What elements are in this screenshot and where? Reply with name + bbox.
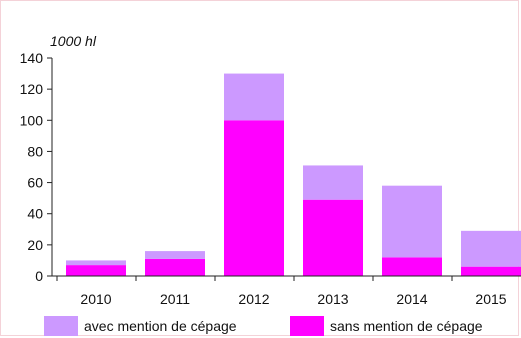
- y-tick-label: 120: [20, 81, 44, 97]
- bars-group: [66, 73, 521, 277]
- x-tick-label: 2012: [238, 291, 269, 307]
- y-tick-label: 140: [20, 50, 44, 66]
- bar-segment-avec-mention: [382, 185, 442, 258]
- bar-segment-avec-mention: [145, 251, 205, 259]
- x-tick-label: 2014: [396, 291, 427, 307]
- y-axis-ticks: 0 20 40 60 80 100 120 140: [20, 50, 52, 284]
- y-tick-label: 100: [20, 112, 44, 128]
- legend-label: avec mention de cépage: [84, 318, 237, 334]
- bar-segment-avec-mention: [66, 260, 126, 266]
- x-tick-label: 2011: [160, 291, 190, 307]
- legend-swatch: [290, 316, 324, 336]
- legend: avec mention de cépage sans mention de cé…: [44, 316, 483, 336]
- bar-segment-sans-mention: [224, 120, 284, 277]
- bar-segment-sans-mention: [303, 199, 363, 276]
- x-axis-labels: 2010 2011 2012 2013 2014 2015: [80, 291, 506, 307]
- bar-segment-avec-mention: [224, 73, 284, 121]
- y-tick-label: 0: [35, 268, 43, 284]
- legend-swatch: [44, 316, 78, 336]
- bar-segment-avec-mention: [303, 165, 363, 200]
- bar-segment-sans-mention: [382, 257, 442, 276]
- bar-segment-sans-mention: [145, 258, 205, 276]
- bar-segment-sans-mention: [461, 266, 521, 276]
- y-tick-label: 60: [27, 175, 43, 191]
- y-tick-label: 20: [27, 237, 43, 253]
- y-tick-label: 80: [27, 143, 43, 159]
- x-tick-label: 2015: [475, 291, 506, 307]
- y-tick-label: 40: [27, 206, 43, 222]
- x-tick-label: 2013: [317, 291, 348, 307]
- x-tick-label: 2010: [80, 291, 111, 307]
- y-axis-unit-label: 1000 hl: [50, 33, 97, 49]
- bar-segment-avec-mention: [461, 230, 521, 267]
- axes-group: [51, 58, 521, 281]
- bar-segment-sans-mention: [66, 265, 126, 276]
- legend-label: sans mention de cépage: [330, 318, 483, 334]
